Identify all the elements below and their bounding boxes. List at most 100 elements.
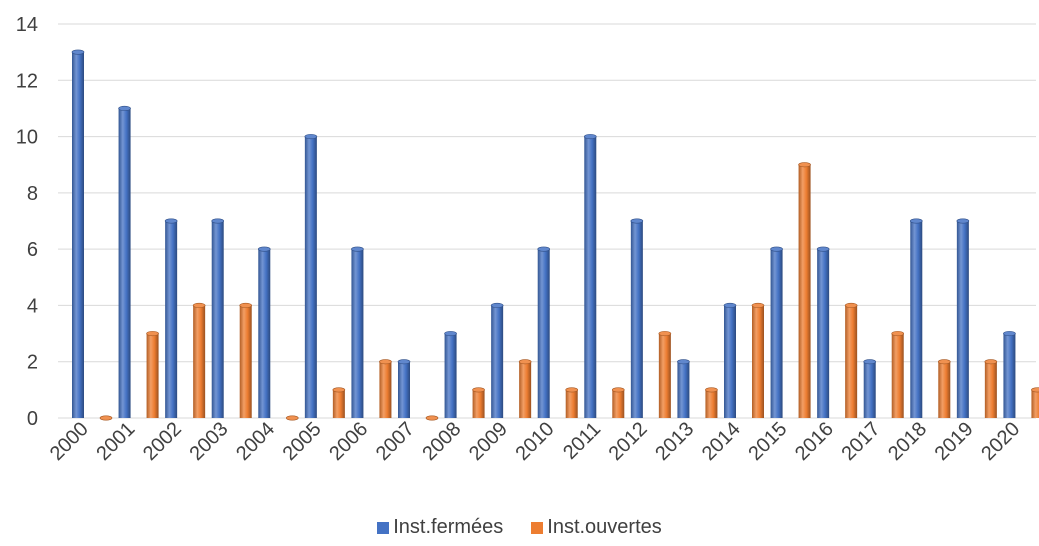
bar-inst-ouvertes-2009 bbox=[519, 361, 532, 418]
x-tick-label: 2016 bbox=[791, 418, 838, 465]
x-tick-label: 2005 bbox=[279, 418, 326, 465]
bar-inst-fermees-2004 bbox=[258, 249, 271, 418]
legend-label-series-2: Inst.ouvertes bbox=[547, 516, 662, 538]
bar-cap-inst-ouvertes-2012 bbox=[658, 331, 672, 337]
x-tick-label: 2004 bbox=[232, 418, 279, 465]
y-tick-label: 10 bbox=[16, 127, 38, 149]
bar-cap-inst-ouvertes-2018 bbox=[937, 359, 951, 365]
x-tick-label: 2008 bbox=[418, 418, 465, 465]
bar-cap-inst-fermees-2013 bbox=[677, 359, 690, 365]
bar-inst-ouvertes-2016 bbox=[845, 305, 858, 418]
bar-cap-inst-fermees-2019 bbox=[956, 218, 970, 224]
x-tick-label: 2001 bbox=[92, 418, 139, 465]
bar-cap-inst-fermees-2017 bbox=[863, 359, 877, 365]
bar-inst-fermees-2008 bbox=[444, 333, 457, 418]
bar-cap-inst-fermees-2015 bbox=[770, 246, 783, 252]
bar-inst-ouvertes-2019 bbox=[984, 361, 997, 418]
bar-cap-inst-ouvertes-2000 bbox=[99, 415, 113, 421]
bar-inst-ouvertes-2005 bbox=[332, 389, 345, 418]
bar-cap-inst-ouvertes-2005 bbox=[332, 387, 346, 393]
bar-inst-ouvertes-2015 bbox=[798, 164, 811, 418]
bar-cap-inst-ouvertes-2006 bbox=[379, 359, 392, 365]
bar-inst-ouvertes-2020 bbox=[1031, 389, 1039, 418]
bar-inst-fermees-2000 bbox=[72, 52, 84, 419]
bar-inst-fermees-2007 bbox=[398, 361, 410, 418]
bar-inst-ouvertes-2010 bbox=[565, 389, 578, 418]
x-tick-label: 2002 bbox=[139, 418, 186, 465]
bar-cap-inst-ouvertes-2019 bbox=[984, 359, 998, 365]
x-tick-label: 2020 bbox=[977, 418, 1024, 465]
bar-cap-inst-ouvertes-2004 bbox=[285, 415, 299, 421]
x-tick-label: 2003 bbox=[186, 418, 233, 465]
bar-cap-inst-fermees-2001 bbox=[118, 105, 131, 111]
bar-inst-fermees-2011 bbox=[584, 136, 597, 419]
x-tick-label: 2011 bbox=[559, 418, 605, 464]
y-tick-label: 6 bbox=[27, 239, 38, 261]
bar-inst-ouvertes-2011 bbox=[612, 389, 625, 418]
bar-inst-ouvertes-2012 bbox=[658, 333, 671, 418]
bar-cap-inst-ouvertes-2020 bbox=[1031, 387, 1039, 393]
bar-inst-fermees-2020 bbox=[1003, 333, 1016, 418]
x-tick-label: 2017 bbox=[838, 418, 885, 465]
bar-cap-inst-ouvertes-2013 bbox=[705, 387, 718, 393]
bar-cap-inst-fermees-2020 bbox=[1003, 331, 1016, 337]
legend-item-series-2: Inst.ouvertes bbox=[531, 516, 662, 539]
y-tick-label: 12 bbox=[16, 70, 38, 92]
bar-cap-inst-ouvertes-2009 bbox=[518, 359, 532, 365]
bar-cap-inst-ouvertes-2002 bbox=[192, 302, 206, 308]
bar-inst-ouvertes-2014 bbox=[752, 305, 764, 418]
bar-cap-inst-fermees-2008 bbox=[444, 331, 457, 337]
bar-cap-inst-fermees-2003 bbox=[211, 218, 225, 224]
x-tick-label: 2019 bbox=[931, 418, 978, 465]
x-tick-label: 2007 bbox=[372, 418, 419, 465]
y-tick-label: 14 bbox=[16, 14, 38, 36]
x-tick-label: 2009 bbox=[465, 418, 512, 465]
bar-inst-fermees-2015 bbox=[770, 249, 783, 418]
bar-inst-fermees-2006 bbox=[351, 249, 364, 418]
bar-inst-ouvertes-2002 bbox=[193, 305, 206, 418]
bar-inst-ouvertes-2013 bbox=[705, 389, 718, 418]
bar-cap-inst-ouvertes-2016 bbox=[844, 302, 858, 308]
bar-inst-fermees-2019 bbox=[956, 221, 969, 418]
bar-inst-fermees-2013 bbox=[677, 361, 690, 418]
bar-inst-fermees-2012 bbox=[630, 221, 643, 418]
bar-cap-inst-fermees-2007 bbox=[397, 359, 411, 365]
bar-inst-fermees-2002 bbox=[165, 221, 178, 418]
legend-label-series-1: Inst.fermées bbox=[393, 516, 504, 538]
bar-cap-inst-ouvertes-2017 bbox=[891, 331, 905, 337]
bar-inst-fermees-2001 bbox=[118, 108, 131, 418]
bar-cap-inst-fermees-2011 bbox=[583, 134, 597, 140]
bar-inst-ouvertes-2001 bbox=[146, 333, 159, 418]
bar-cap-inst-fermees-2002 bbox=[164, 218, 178, 224]
y-tick-label: 4 bbox=[27, 295, 38, 317]
legend-swatch-series-2 bbox=[531, 521, 544, 534]
bar-cap-inst-ouvertes-2001 bbox=[146, 331, 159, 337]
x-tick-label: 2013 bbox=[651, 418, 698, 465]
legend: Inst.fermées Inst.ouvertes bbox=[0, 516, 1039, 539]
bar-cap-inst-fermees-2016 bbox=[816, 246, 830, 252]
bar-inst-fermees-2016 bbox=[817, 249, 830, 418]
bar-inst-fermees-2010 bbox=[537, 249, 550, 418]
bar-cap-inst-fermees-2018 bbox=[909, 218, 923, 224]
bar-cap-inst-ouvertes-2015 bbox=[798, 162, 811, 168]
bar-inst-fermees-2017 bbox=[863, 361, 876, 418]
y-tick-label: 0 bbox=[27, 408, 38, 430]
bar-cap-inst-fermees-2005 bbox=[304, 134, 318, 140]
x-tick-label: 2006 bbox=[325, 418, 372, 465]
bar-inst-fermees-2003 bbox=[211, 221, 224, 418]
x-tick-label: 2014 bbox=[698, 418, 745, 465]
bar-inst-fermees-2005 bbox=[304, 136, 317, 419]
bar-cap-inst-ouvertes-2007 bbox=[425, 415, 439, 421]
bar-inst-ouvertes-2006 bbox=[379, 361, 392, 418]
bar-cap-inst-fermees-2004 bbox=[257, 246, 271, 252]
x-tick-label: 2012 bbox=[605, 418, 652, 465]
legend-swatch-series-1 bbox=[377, 521, 390, 534]
bar-inst-fermees-2018 bbox=[910, 221, 923, 418]
bar-cap-inst-ouvertes-2011 bbox=[611, 387, 625, 393]
x-tick-label: 2000 bbox=[46, 418, 93, 465]
x-tick-label: 2018 bbox=[884, 418, 931, 465]
bar-cap-inst-ouvertes-2008 bbox=[472, 387, 485, 393]
bar-cap-inst-ouvertes-2003 bbox=[239, 302, 253, 308]
